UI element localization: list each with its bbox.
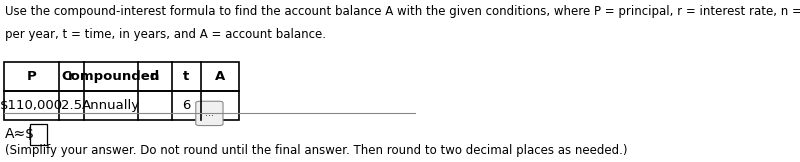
Text: A: A (214, 70, 225, 83)
Text: Annually: Annually (82, 99, 140, 112)
Text: ...: ... (205, 108, 214, 118)
Bar (4, 62, 238, 91)
Text: 2.5: 2.5 (61, 99, 82, 112)
Bar (30, 124, 47, 145)
Text: t: t (183, 70, 190, 83)
Text: Compounded: Compounded (62, 70, 160, 83)
Text: 6: 6 (182, 99, 190, 112)
Text: (Simplify your answer. Do not round until the final answer. Then round to two de: (Simplify your answer. Do not round unti… (5, 144, 627, 157)
Text: r: r (68, 70, 74, 83)
Text: $110,000: $110,000 (0, 99, 63, 112)
Text: P: P (26, 70, 36, 83)
Bar (4, 91, 238, 120)
FancyBboxPatch shape (196, 101, 223, 126)
Text: A≈$: A≈$ (5, 127, 35, 141)
Text: Use the compound-interest formula to find the account balance A with the given​ : Use the compound-interest formula to fin… (5, 5, 800, 18)
Text: per year, t = time, in years, and A = account balance.: per year, t = time, in years, and A = ac… (5, 28, 326, 40)
Text: n: n (150, 70, 160, 83)
